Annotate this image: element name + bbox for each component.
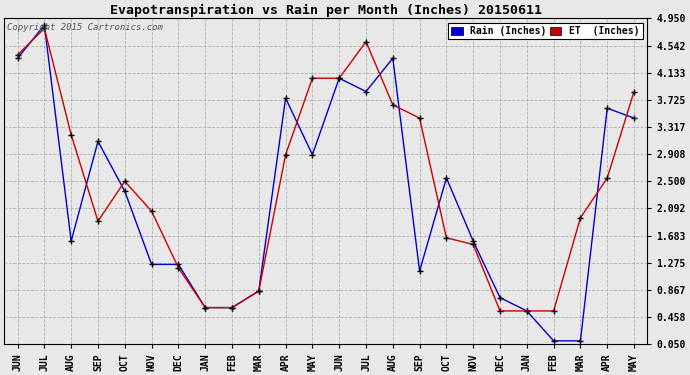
Title: Evapotranspiration vs Rain per Month (Inches) 20150611: Evapotranspiration vs Rain per Month (In… <box>110 4 542 17</box>
Text: Copyright 2015 Cartronics.com: Copyright 2015 Cartronics.com <box>8 23 164 32</box>
Legend: Rain (Inches), ET  (Inches): Rain (Inches), ET (Inches) <box>448 23 642 39</box>
